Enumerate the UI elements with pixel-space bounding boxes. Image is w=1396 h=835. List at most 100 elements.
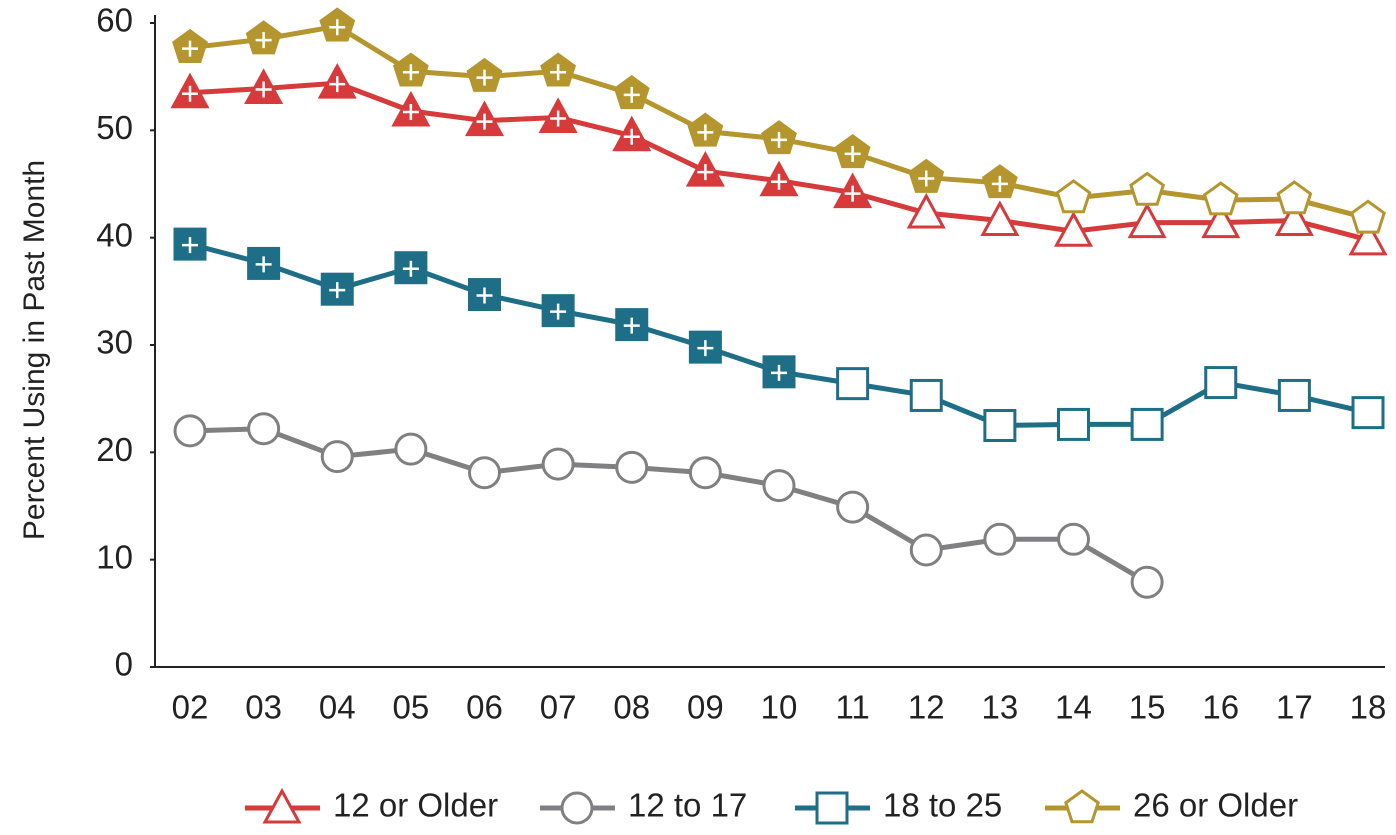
- x-tick-label: 09: [687, 689, 724, 726]
- y-tick-label: 0: [115, 646, 133, 683]
- y-tick-label: 50: [96, 109, 133, 146]
- marker-plus: [402, 64, 419, 81]
- legend-label: 12 or Older: [333, 787, 498, 824]
- marker-plus: [697, 164, 714, 181]
- marker: [980, 200, 1020, 236]
- marker: [1064, 789, 1100, 824]
- marker: [815, 791, 849, 825]
- x-tick-label: 05: [393, 689, 430, 726]
- marker: [1057, 407, 1090, 441]
- marker: [394, 432, 428, 466]
- marker: [247, 412, 281, 446]
- x-tick-label: 03: [245, 689, 282, 726]
- x-tick-label: 15: [1129, 689, 1166, 726]
- marker-plus: [329, 282, 346, 299]
- y-tick-label: 40: [96, 216, 133, 253]
- marker-plus: [182, 237, 198, 254]
- marker-plus: [476, 287, 493, 304]
- marker-plus: [476, 69, 493, 86]
- marker-plus: [844, 185, 861, 202]
- marker: [909, 378, 943, 412]
- x-tick-label: 13: [982, 689, 1019, 726]
- marker: [1204, 366, 1238, 400]
- x-tick-label: 14: [1055, 689, 1092, 726]
- marker: [1351, 396, 1385, 430]
- marker: [906, 192, 946, 229]
- marker-plus: [329, 76, 346, 93]
- marker: [1053, 211, 1094, 247]
- marker: [1055, 179, 1092, 214]
- y-tick-label: 60: [96, 2, 133, 39]
- x-tick-label: 12: [908, 689, 945, 726]
- marker: [1129, 171, 1166, 206]
- marker: [1274, 200, 1314, 236]
- marker-plus: [550, 110, 567, 127]
- marker-plus: [255, 256, 272, 273]
- marker: [983, 409, 1017, 442]
- marker-plus: [623, 128, 640, 145]
- marker: [1201, 202, 1241, 239]
- marker-plus: [550, 303, 567, 320]
- marker-plus: [182, 85, 198, 102]
- marker: [1057, 522, 1090, 556]
- marker-plus: [844, 145, 861, 162]
- marker-plus: [697, 340, 714, 357]
- marker: [541, 447, 575, 481]
- marker: [1130, 407, 1164, 441]
- marker-plus: [918, 170, 935, 187]
- marker: [1130, 565, 1164, 599]
- y-tick-label: 20: [96, 431, 133, 468]
- marker: [560, 791, 594, 825]
- x-tick-label: 04: [319, 689, 356, 726]
- marker-plus: [697, 124, 714, 141]
- marker: [762, 469, 796, 503]
- marker-plus: [991, 175, 1008, 192]
- x-tick-label: 02: [172, 689, 209, 726]
- marker: [262, 787, 302, 824]
- marker: [468, 456, 501, 490]
- marker: [1127, 202, 1167, 239]
- marker: [836, 367, 870, 401]
- y-axis-label: Percent Using in Past Month: [18, 160, 51, 540]
- x-tick-label: 06: [466, 689, 503, 726]
- marker: [1276, 180, 1313, 215]
- x-tick-label: 11: [835, 689, 869, 726]
- marker: [1202, 181, 1239, 216]
- x-tick-label: 18: [1350, 689, 1387, 726]
- legend-label: 18 to 25: [883, 787, 1002, 824]
- y-tick-label: 30: [96, 324, 133, 361]
- marker: [909, 533, 943, 567]
- marker-plus: [182, 40, 198, 57]
- marker: [836, 490, 870, 524]
- marker-plus: [329, 19, 346, 36]
- marker: [173, 414, 207, 448]
- x-tick-label: 10: [761, 689, 798, 726]
- marker: [1348, 219, 1388, 256]
- marker-plus: [771, 131, 787, 148]
- x-tick-label: 08: [613, 689, 650, 726]
- marker-plus: [402, 104, 419, 121]
- marker-plus: [771, 173, 787, 190]
- marker: [983, 522, 1017, 556]
- marker-plus: [623, 86, 640, 103]
- x-tick-label: 17: [1276, 689, 1313, 726]
- legend-label: 26 or Older: [1133, 787, 1298, 824]
- marker-plus: [771, 364, 787, 381]
- series-line: [189, 241, 1369, 429]
- marker: [320, 440, 354, 474]
- marker-plus: [476, 113, 493, 130]
- legend-label: 12 to 17: [628, 787, 747, 824]
- marker-plus: [255, 81, 272, 98]
- marker: [688, 456, 722, 490]
- marker-plus: [623, 317, 640, 334]
- marker-plus: [255, 32, 272, 49]
- marker-plus: [550, 64, 567, 81]
- marker: [1277, 378, 1311, 412]
- marker: [394, 251, 428, 285]
- marker-plus: [402, 260, 419, 277]
- marker: [1350, 199, 1386, 234]
- marker: [615, 450, 649, 484]
- x-tick-label: 16: [1202, 689, 1239, 726]
- x-tick-label: 07: [540, 689, 577, 726]
